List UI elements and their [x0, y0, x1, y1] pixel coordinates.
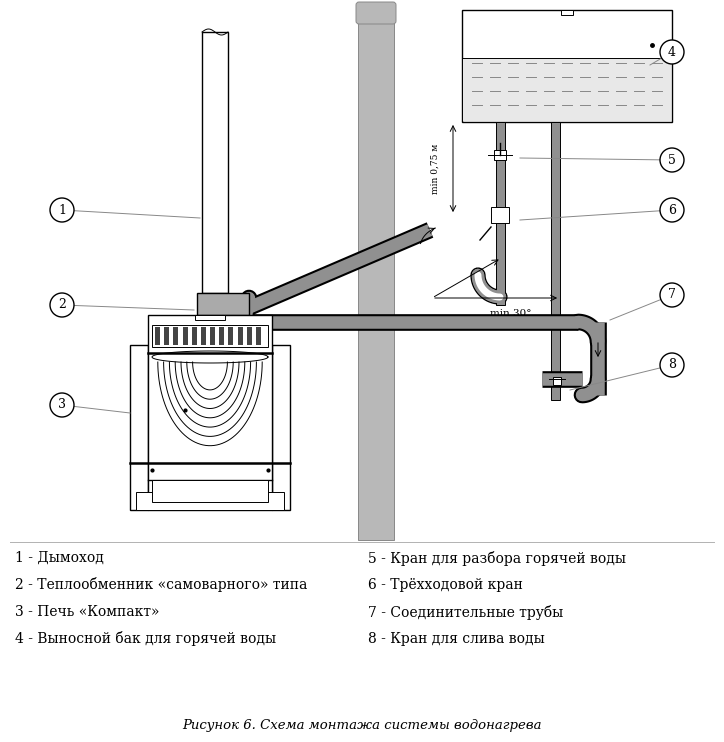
Circle shape [660, 283, 684, 307]
Circle shape [50, 293, 74, 317]
Bar [201, 327, 206, 345]
Circle shape [660, 353, 684, 377]
Bar [491, 207, 509, 223]
Bar [272, 345, 290, 510]
Text: min 30°: min 30° [490, 309, 531, 318]
Bar [247, 327, 252, 345]
Text: 3: 3 [58, 398, 66, 412]
Bar [152, 325, 268, 347]
Bar [197, 293, 249, 315]
Text: 7 - Соединительные трубы: 7 - Соединительные трубы [368, 605, 563, 620]
Bar [130, 345, 148, 510]
Bar [192, 327, 197, 345]
Bar [155, 327, 160, 345]
Bar [358, 5, 394, 540]
Bar [256, 327, 261, 345]
Bar [228, 327, 233, 345]
Circle shape [50, 198, 74, 222]
Text: 2: 2 [58, 298, 66, 312]
Bar [164, 327, 169, 345]
Circle shape [660, 148, 684, 172]
Text: 1 - Дымоход: 1 - Дымоход [15, 551, 104, 565]
Circle shape [50, 393, 74, 417]
FancyBboxPatch shape [356, 2, 396, 24]
Circle shape [660, 198, 684, 222]
Bar [237, 327, 243, 345]
Bar [202, 32, 228, 293]
Text: 2 - Теплообменник «самоварного» типа: 2 - Теплообменник «самоварного» типа [15, 577, 308, 593]
Text: 5 - Кран для разбора горячей воды: 5 - Кран для разбора горячей воды [368, 551, 626, 565]
Bar [219, 327, 224, 345]
Text: 5: 5 [668, 154, 676, 166]
Bar [462, 10, 672, 122]
Text: 3 - Печь «Компакт»: 3 - Печь «Компакт» [15, 605, 159, 619]
Text: 7: 7 [668, 289, 676, 301]
Text: 8: 8 [668, 358, 676, 372]
Text: min 0,75 м: min 0,75 м [431, 143, 439, 194]
Bar [173, 327, 178, 345]
Bar [182, 327, 188, 345]
Text: 4: 4 [668, 45, 676, 59]
Bar [463, 58, 671, 121]
Bar [496, 122, 505, 305]
Bar [152, 480, 268, 502]
Text: 1: 1 [58, 203, 66, 217]
Bar [148, 315, 272, 510]
Bar [136, 492, 284, 510]
Bar [553, 377, 561, 385]
Bar [494, 150, 506, 160]
Bar [561, 10, 573, 15]
Text: Рисунок 6. Схема монтажа системы водонагрева: Рисунок 6. Схема монтажа системы водонаг… [182, 720, 542, 732]
Text: 6: 6 [668, 203, 676, 217]
Text: 6 - Трёхходовой кран: 6 - Трёхходовой кран [368, 578, 523, 592]
Bar [551, 122, 560, 400]
Bar [195, 315, 225, 320]
Bar [210, 327, 215, 345]
Text: 4 - Выносной бак для горячей воды: 4 - Выносной бак для горячей воды [15, 631, 276, 646]
Text: 8 - Кран для слива воды: 8 - Кран для слива воды [368, 632, 544, 646]
Circle shape [660, 40, 684, 64]
